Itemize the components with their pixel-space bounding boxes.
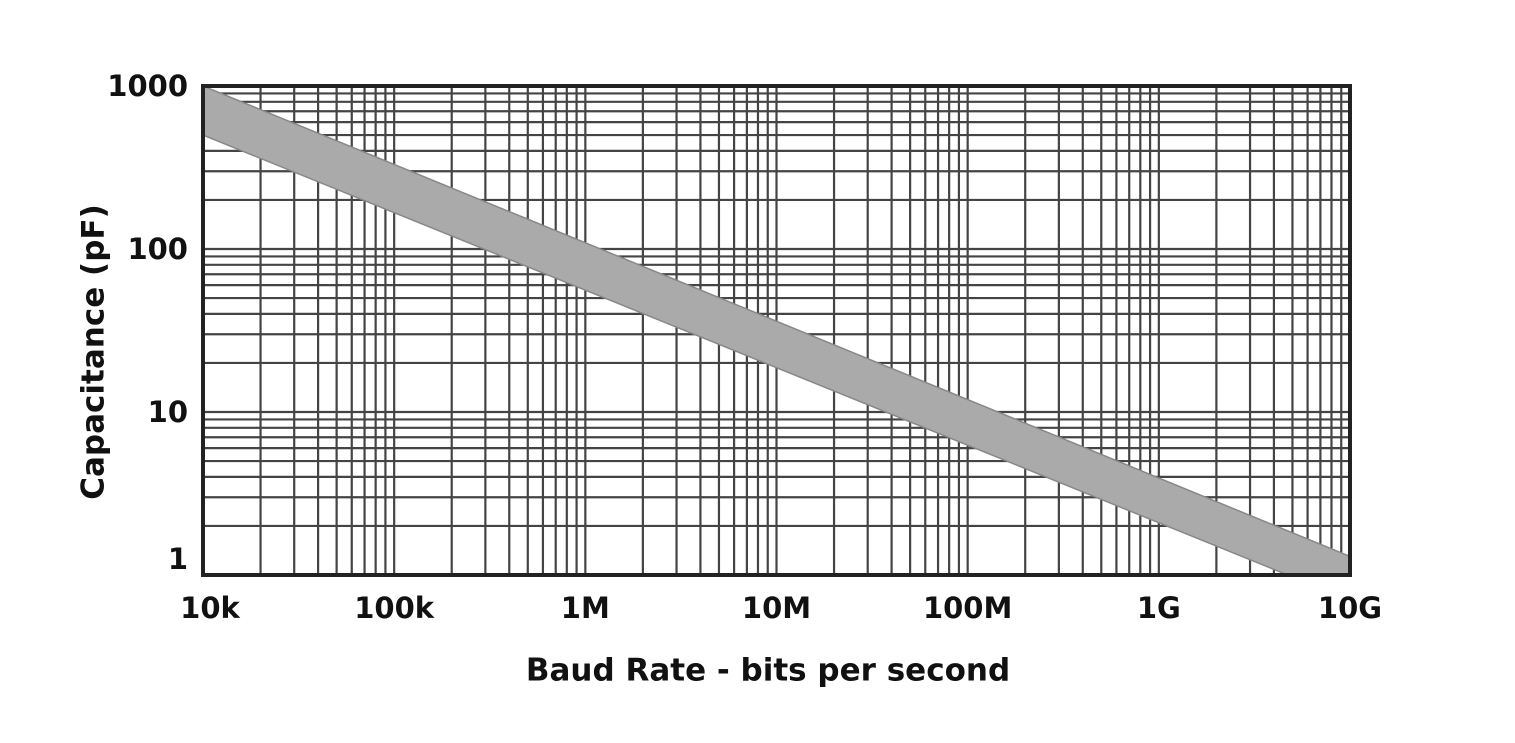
y-axis-title: Capacitance (pF) [76, 204, 112, 499]
x-tick-label: 100k [354, 591, 435, 625]
x-tick-label: 1M [561, 591, 610, 625]
x-axis-title: Baud Rate - bits per second [526, 653, 1010, 689]
plot-frame [201, 84, 1352, 577]
x-tick-label: 10k [180, 591, 240, 625]
x-tick-label: 10M [742, 591, 811, 625]
x-tick-label: 1G [1137, 591, 1181, 625]
y-tick-label: 1000 [107, 69, 188, 103]
y-tick-label: 100 [127, 232, 188, 266]
band-area [203, 86, 1350, 575]
y-tick-label: 1 [168, 542, 188, 576]
labels: 10k 100k 1M 10M 100M 1G 10G 1 10 100 1000 [107, 69, 1382, 625]
y-tick-label: 10 [148, 395, 188, 429]
band-layer [203, 86, 1350, 575]
x-tick-label: 10G [1318, 591, 1382, 625]
x-tick-label: 100M [923, 591, 1012, 625]
